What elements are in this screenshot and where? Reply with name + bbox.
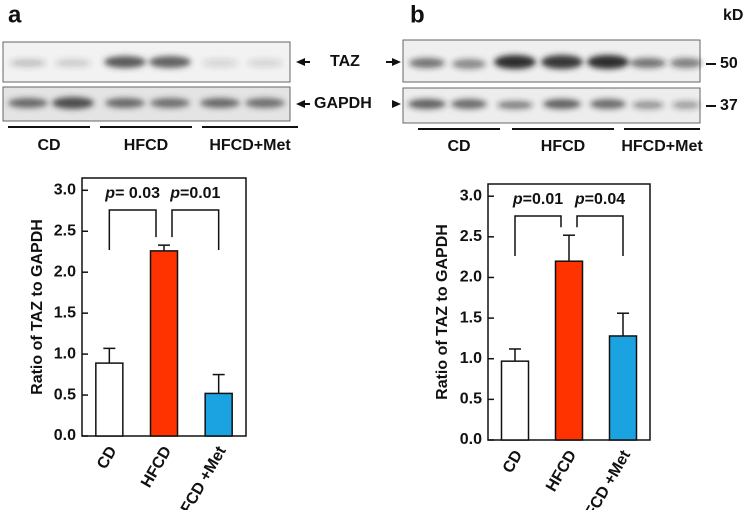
y-tick-label: 1.5 bbox=[54, 304, 76, 321]
y-tick-label: 1.0 bbox=[460, 350, 482, 367]
x-tick-label: HFCD +Met bbox=[577, 447, 635, 510]
marker-title: kD bbox=[723, 7, 743, 24]
annotation: p=0.01 bbox=[512, 191, 563, 208]
blot-b bbox=[386, 39, 716, 130]
y-axis-label: Ratio of TAZ to GAPDH bbox=[29, 219, 46, 395]
bracket bbox=[171, 209, 220, 250]
x-tick-label: HFCD bbox=[138, 444, 175, 491]
y-tick-label: 3.0 bbox=[54, 182, 76, 199]
y-tick-label: 1.5 bbox=[460, 309, 482, 326]
y-tick-label: 0.5 bbox=[54, 386, 76, 403]
bracket bbox=[514, 215, 562, 256]
band-label: GAPDH bbox=[314, 95, 372, 112]
annotation-symbol: p bbox=[512, 191, 523, 208]
y-tick-label: 2.5 bbox=[460, 228, 482, 245]
bracket bbox=[576, 215, 624, 256]
y-tick-label: 0.0 bbox=[460, 431, 482, 448]
y-tick-label: 0.5 bbox=[460, 391, 482, 408]
annotation-text: =0.04 bbox=[585, 191, 626, 208]
group-label: HFCD bbox=[124, 137, 168, 154]
bar bbox=[608, 335, 638, 441]
bar bbox=[204, 392, 233, 437]
panel-label: b bbox=[410, 1, 425, 28]
group-label: CD bbox=[447, 138, 470, 155]
y-tick-label: 2.0 bbox=[460, 269, 482, 286]
annotation: p= 0.03 bbox=[104, 185, 160, 202]
x-tick-label: HFCD +Met bbox=[172, 443, 230, 510]
y-tick-label: 2.5 bbox=[54, 222, 76, 239]
blot-a bbox=[2, 41, 310, 128]
y-axis-label: Ratio of TAZ to GAPDH bbox=[434, 224, 451, 400]
annotation-text: =0.01 bbox=[180, 185, 221, 202]
y-tick-label: 1.0 bbox=[54, 345, 76, 362]
marker-label: 50 bbox=[720, 55, 738, 72]
group-label: HFCD+Met bbox=[209, 137, 291, 154]
panel-label: a bbox=[8, 1, 22, 28]
bar bbox=[95, 362, 124, 437]
annotation: p=0.01 bbox=[169, 185, 220, 202]
bracket bbox=[108, 209, 157, 250]
x-tick-label: HFCD bbox=[543, 448, 580, 495]
annotation-text: =0.01 bbox=[523, 191, 564, 208]
bar bbox=[554, 260, 584, 441]
annotation-symbol: p bbox=[574, 191, 585, 208]
band-label: TAZ bbox=[330, 53, 360, 70]
bar bbox=[500, 360, 530, 441]
x-tick-label: CD bbox=[500, 448, 526, 477]
group-label: CD bbox=[37, 137, 60, 154]
group-label: HFCD+Met bbox=[621, 138, 703, 155]
marker-label: 37 bbox=[720, 97, 738, 114]
group-label: HFCD bbox=[541, 138, 585, 155]
y-tick-label: 0.0 bbox=[54, 427, 76, 444]
bar bbox=[149, 250, 179, 437]
y-tick-label: 3.0 bbox=[460, 187, 482, 204]
annotation-symbol: p bbox=[104, 185, 115, 202]
annotation: p=0.04 bbox=[574, 191, 625, 208]
y-tick-label: 2.0 bbox=[54, 263, 76, 280]
x-tick-label: CD bbox=[94, 444, 120, 473]
annotation-symbol: p bbox=[169, 185, 180, 202]
annotation-text: = 0.03 bbox=[115, 185, 160, 202]
